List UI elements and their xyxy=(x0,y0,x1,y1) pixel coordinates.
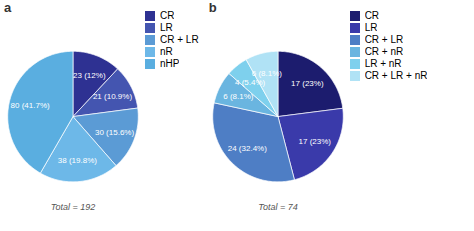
svg-text:38 (19.8%): 38 (19.8%) xyxy=(58,156,97,165)
svg-text:6 (8.1%): 6 (8.1%) xyxy=(251,69,282,78)
html-text:a: a xyxy=(4,0,12,15)
html-text:CR + nR: CR + nR xyxy=(364,46,404,57)
html-text:b: b xyxy=(208,0,217,15)
svg-text:80 (41.7%): 80 (41.7%) xyxy=(11,101,50,110)
html-text:LR: LR xyxy=(160,22,173,33)
svg-text:6 (8.1%): 6 (8.1%) xyxy=(223,92,254,101)
html-text:nR: nR xyxy=(160,46,173,57)
html-text:LR: LR xyxy=(364,22,378,33)
svg-text:17 (23%): 17 (23%) xyxy=(298,137,331,146)
svg-text:17 (23%): 17 (23%) xyxy=(291,79,324,88)
svg-text:21 (10.9%): 21 (10.9%) xyxy=(93,92,132,101)
svg-text:Total = 74: Total = 74 xyxy=(258,202,297,212)
svg-text:24 (32.4%): 24 (32.4%) xyxy=(227,144,266,153)
html-text:CR: CR xyxy=(364,10,380,21)
html-text:CR + LR: CR + LR xyxy=(364,34,404,45)
svg-text:4 (5.4%): 4 (5.4%) xyxy=(235,78,266,87)
html-text:CR + LR: CR + LR xyxy=(160,34,199,45)
html-text:CR: CR xyxy=(160,10,175,21)
svg-text:30 (15.6%): 30 (15.6%) xyxy=(95,128,134,137)
html-text:nHP: nHP xyxy=(160,58,180,69)
svg-text:Total = 192: Total = 192 xyxy=(51,202,95,212)
html-text:CR + LR + nR: CR + LR + nR xyxy=(364,70,428,81)
html-text:LR + nR: LR + nR xyxy=(364,58,402,69)
svg-text:23 (12%): 23 (12%) xyxy=(73,71,106,80)
